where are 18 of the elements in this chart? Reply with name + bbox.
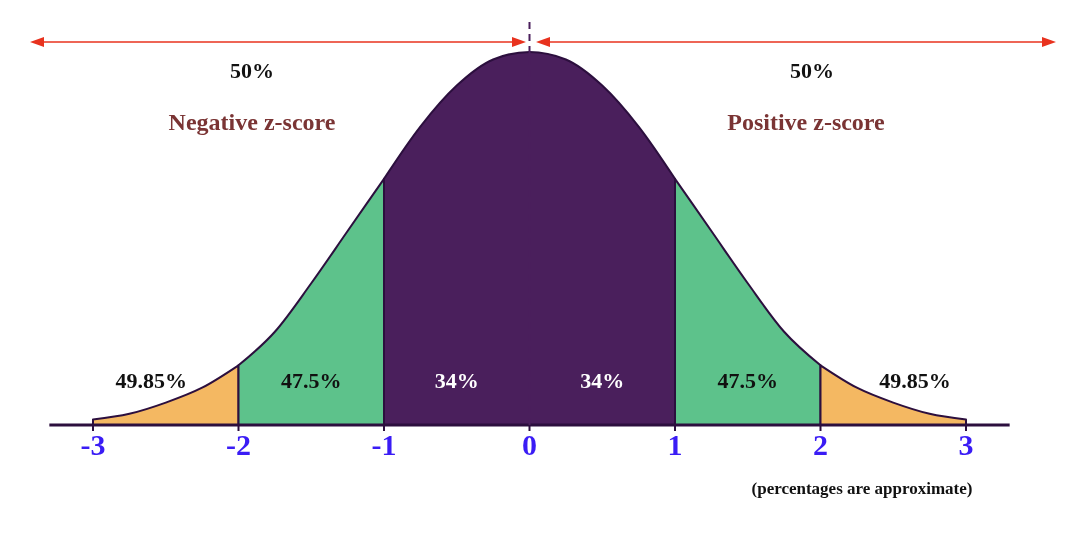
annotation: 47.5% xyxy=(717,368,778,394)
x-tick-label: 0 xyxy=(522,428,537,461)
x-tick-label: 1 xyxy=(667,428,683,461)
annotation: Negative z-score xyxy=(168,109,336,135)
x-tick-label: 2 xyxy=(813,428,828,461)
annotation: 49.85% xyxy=(115,368,187,394)
annotation: 47.5% xyxy=(281,368,342,394)
annotation: 34% xyxy=(580,368,625,394)
x-tick-label: 3 xyxy=(958,428,974,461)
annotation: 49.85% xyxy=(879,368,951,394)
annotation: 50% xyxy=(230,58,274,83)
x-tick-label: -2 xyxy=(226,428,251,461)
annotation: 50% xyxy=(790,58,834,83)
x-tick-label: -3 xyxy=(80,428,106,461)
annotation: 34% xyxy=(434,368,479,394)
text: (percentages are approximate) xyxy=(751,479,973,498)
x-tick-label: -1 xyxy=(371,428,397,461)
annotation: Positive z-score xyxy=(727,109,886,135)
